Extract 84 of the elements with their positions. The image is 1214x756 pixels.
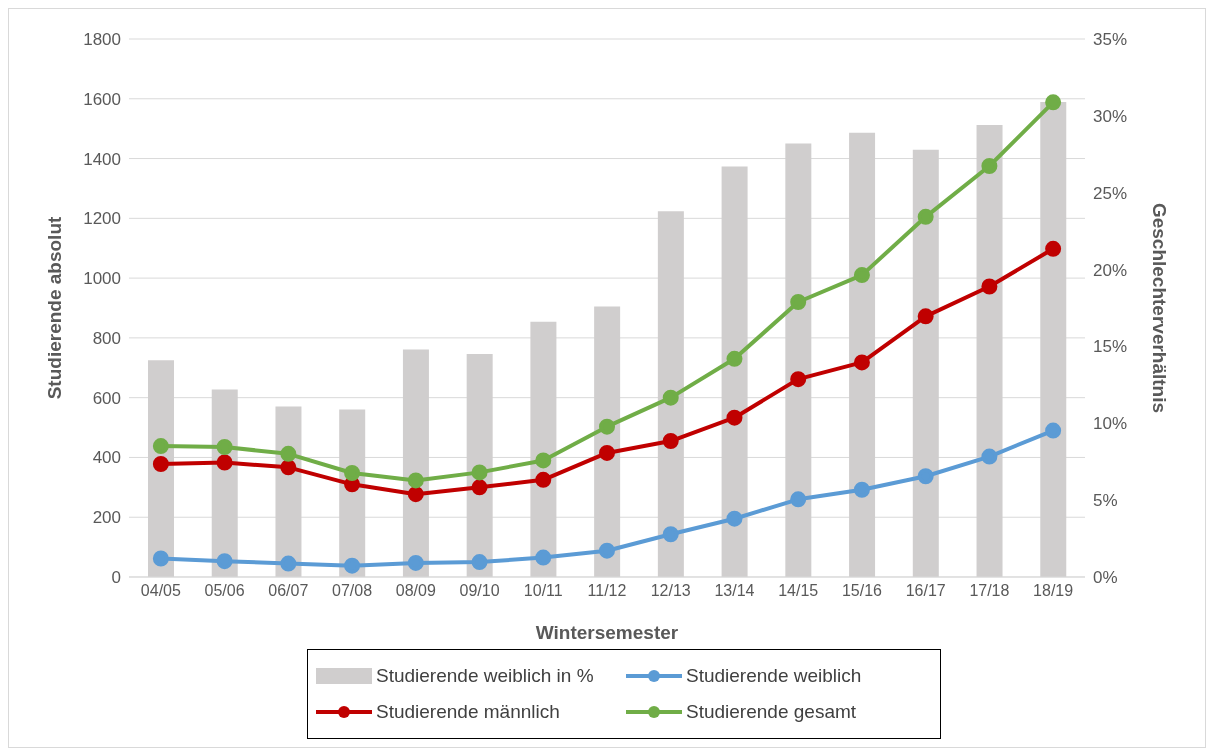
y-tick-label: 1600 [83, 89, 121, 109]
x-tick-label: 14/15 [778, 582, 819, 600]
y2-tick-label: 10% [1093, 414, 1128, 434]
y2-tick-label: 0% [1093, 568, 1118, 588]
point [152, 438, 169, 455]
y-tick-label: 400 [92, 448, 121, 468]
legend-label: Studierende weiblich in % [376, 664, 594, 688]
point [726, 409, 743, 426]
point [662, 389, 679, 406]
point [471, 464, 488, 481]
point [280, 445, 297, 462]
point [216, 553, 233, 570]
y-tick-label: 1200 [83, 209, 121, 229]
y-tick-label: 0 [111, 568, 121, 588]
point [535, 452, 552, 469]
point [790, 294, 807, 311]
y2-tick-label: 25% [1093, 183, 1128, 203]
y2-tick-label: 5% [1093, 491, 1118, 511]
point [216, 454, 233, 471]
point [599, 542, 615, 559]
point [917, 208, 934, 225]
legend-label: Studierende gesamt [686, 700, 857, 724]
x-tick-label: 16/17 [905, 582, 946, 600]
point [853, 481, 870, 498]
point [1045, 240, 1062, 257]
y-tick-label: 800 [92, 328, 121, 348]
x-tick-label: 17/18 [969, 582, 1010, 600]
point [535, 471, 552, 488]
point [216, 438, 233, 455]
point [152, 550, 169, 567]
point [471, 479, 488, 496]
point [790, 491, 807, 508]
point [407, 486, 424, 503]
point [344, 464, 361, 481]
x-tick-label: 05/06 [204, 582, 245, 600]
point [344, 557, 361, 574]
point [917, 468, 934, 485]
x-tick-label: 06/07 [268, 582, 309, 600]
point [599, 418, 615, 435]
y-tick-label: 600 [92, 388, 121, 408]
y-tick-label: 1000 [83, 269, 121, 289]
x-tick-label: 11/12 [587, 582, 627, 600]
point [981, 278, 998, 295]
point [599, 444, 615, 461]
point [1045, 422, 1062, 439]
x-tick-label: 12/13 [650, 582, 691, 600]
point [152, 456, 169, 473]
x-axis-title: Wintersemester [535, 622, 679, 643]
point [407, 472, 424, 489]
point [1045, 94, 1062, 111]
y-axis-title: Studierende absolut [43, 216, 65, 400]
legend-label: Studierende weiblich [686, 664, 862, 688]
point [662, 526, 679, 543]
point [726, 350, 743, 367]
x-tick-label: 08/09 [395, 582, 436, 600]
point [917, 308, 934, 325]
point [790, 371, 807, 388]
point [471, 554, 488, 571]
point [280, 555, 297, 572]
y2-tick-label: 20% [1093, 260, 1128, 280]
x-tick-label: 10/11 [523, 582, 563, 600]
x-tick-label: 07/08 [332, 582, 373, 600]
x-tick-label: 13/14 [714, 582, 755, 600]
y2-tick-label: 35% [1093, 30, 1128, 50]
point [535, 549, 552, 566]
x-tick-label: 18/19 [1033, 582, 1074, 600]
y2-tick-label: 15% [1093, 337, 1128, 357]
point [853, 354, 870, 371]
x-tick-label: 09/10 [459, 582, 500, 600]
x-tick-label: 04/05 [140, 582, 181, 600]
point [726, 510, 743, 527]
y-tick-label: 1800 [83, 30, 121, 50]
point [280, 459, 297, 476]
point [407, 554, 424, 571]
point [853, 267, 870, 284]
y2-tick-label: 30% [1093, 106, 1128, 126]
y-tick-label: 1400 [83, 149, 121, 169]
y-tick-label: 200 [92, 508, 121, 528]
point [662, 433, 679, 450]
point [981, 448, 998, 465]
point [981, 158, 998, 175]
y2-axis-title: Geschlechterverhältnis [1149, 202, 1171, 414]
x-tick-label: 15/16 [841, 582, 883, 600]
legend-label: Studierende männlich [376, 700, 560, 724]
